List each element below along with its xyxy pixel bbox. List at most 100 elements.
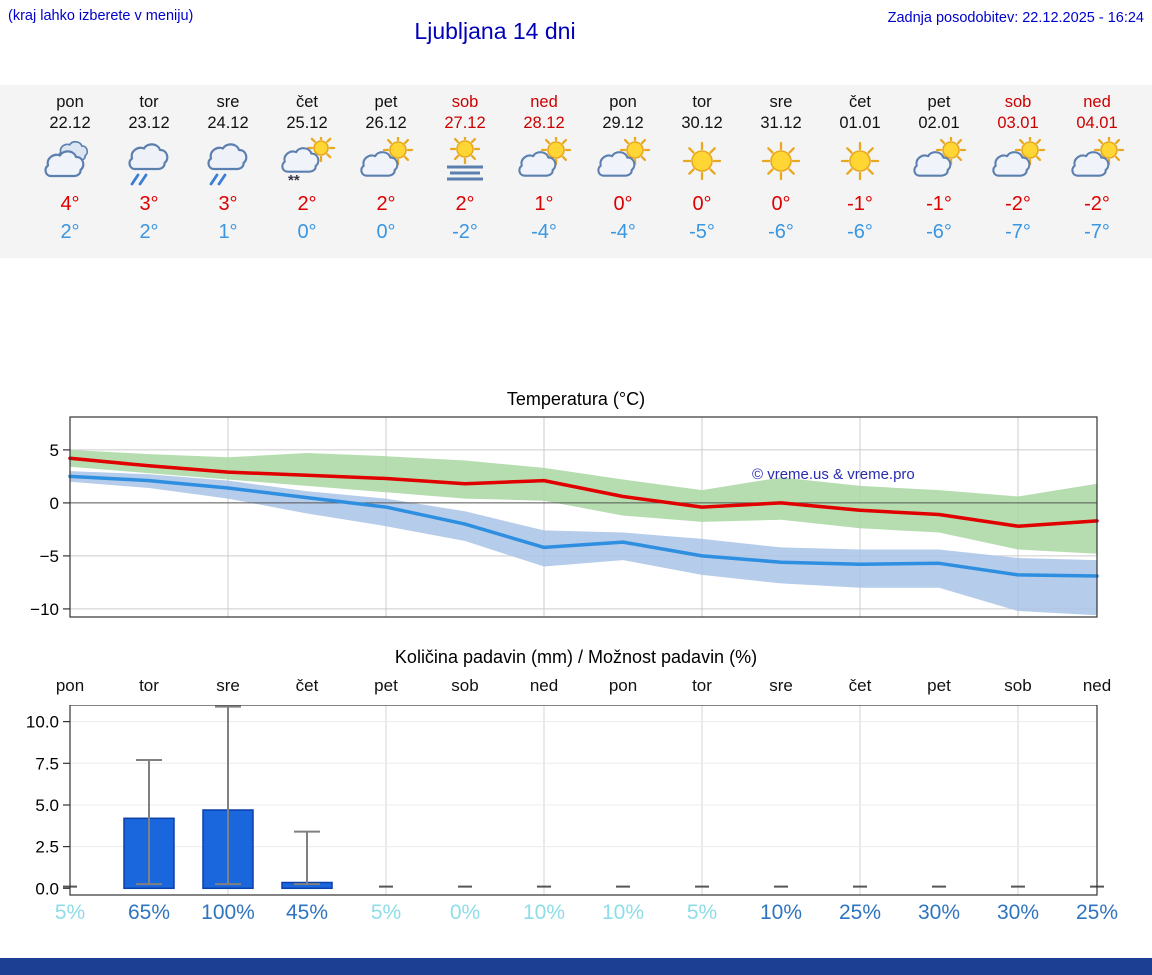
temp-max: 0° <box>692 193 712 215</box>
weather-icon-wrap <box>817 134 903 189</box>
day-name: tor <box>139 93 159 111</box>
page-title: Ljubljana 14 dni <box>414 18 576 44</box>
temp-max: 2° <box>455 193 475 215</box>
forecast-day: pet 02.01 -1° -6° <box>896 85 982 245</box>
temp-min: -6° <box>847 221 873 243</box>
temp-min: -4° <box>531 221 557 243</box>
svg-text:0.0: 0.0 <box>35 879 59 898</box>
day-date: 22.12 <box>49 114 91 132</box>
weather-icon-wrap <box>896 134 982 189</box>
temperature-chart-svg: 5 0 −5 −10 © vreme.us & vreme.pro <box>30 416 1099 619</box>
day-date: 29.12 <box>602 114 644 132</box>
sun-cloud-icon <box>913 134 967 177</box>
day-date: 03.01 <box>997 114 1039 132</box>
temp-max: 0° <box>771 193 791 215</box>
weather-icon-wrap <box>106 134 192 189</box>
svg-text:0: 0 <box>50 494 59 513</box>
temp-max: 3° <box>218 193 238 215</box>
forecast-day: pon 29.12 0° -4° <box>580 85 666 245</box>
cloudy-icon <box>44 140 89 178</box>
temp-max: 4° <box>60 193 80 215</box>
forecast-day: pet 26.12 2° 0° <box>343 85 429 245</box>
precip-probability: 45% <box>285 901 329 924</box>
precip-probability: 65% <box>127 901 171 924</box>
temp-max: 3° <box>139 193 159 215</box>
forecast-strip: pon 22.12 4° 2° tor 23.12 3° 2° sre 24.12 3° 1° čet 2… <box>0 85 1152 258</box>
weather-icon-wrap <box>27 134 113 189</box>
sun-fog-icon <box>447 133 483 181</box>
day-name: čet <box>848 93 871 111</box>
svg-text:**: ** <box>288 172 300 187</box>
precip-day-label: tor <box>692 676 712 695</box>
svg-text:5: 5 <box>50 441 59 460</box>
temp-max: 2° <box>376 193 396 215</box>
precip-probability: 5% <box>370 901 402 924</box>
temp-max: -2° <box>1084 193 1110 215</box>
forecast-day: sre 24.12 3° 1° <box>185 85 271 245</box>
temp-min: -7° <box>1084 221 1110 243</box>
sun-cloud-icon <box>518 134 572 177</box>
temp-min: 0° <box>376 221 396 243</box>
precip-day-label: sob <box>1004 676 1032 695</box>
forecast-day: sob 27.12 2° -2° <box>422 85 508 245</box>
precip-day-label: pet <box>374 676 398 695</box>
day-name: sre <box>216 93 240 111</box>
day-date: 25.12 <box>286 114 328 132</box>
precip-probability: 10% <box>601 901 645 924</box>
precip-day-label: tor <box>139 676 159 695</box>
day-name: ned <box>530 93 558 111</box>
day-name: sob <box>451 93 479 111</box>
temp-min: -6° <box>926 221 952 243</box>
precipitation-chart: 0.0 2.5 5.0 7.5 10.0 <box>0 704 1152 905</box>
precip-day-label: ned <box>529 676 559 695</box>
day-name: pet <box>927 93 951 111</box>
weather-icon-wrap <box>501 134 587 189</box>
temp-max: 2° <box>297 193 317 215</box>
temp-min: -6° <box>768 221 794 243</box>
precip-probability: 5% <box>54 901 86 924</box>
precip-day-label: čet <box>848 676 872 695</box>
day-date: 26.12 <box>365 114 407 132</box>
svg-text:2.5: 2.5 <box>35 838 59 857</box>
day-date: 28.12 <box>523 114 565 132</box>
svg-text:−10: −10 <box>30 600 59 619</box>
temp-min: -4° <box>610 221 636 243</box>
svg-text:−5: −5 <box>40 547 59 566</box>
weather-icon-wrap <box>1054 134 1140 189</box>
temp-min: -5° <box>689 221 715 243</box>
day-name: čet <box>295 93 318 111</box>
svg-text:5.0: 5.0 <box>35 796 59 815</box>
precip-day-label: čet <box>295 676 319 695</box>
footer-bar <box>0 958 1152 975</box>
precipitation-chart-svg: 0.0 2.5 5.0 7.5 10.0 <box>26 704 1104 898</box>
svg-text:7.5: 7.5 <box>35 754 59 773</box>
weather-icon-wrap: ** <box>264 133 350 189</box>
precip-day-label: sre <box>216 676 240 695</box>
svg-text:© vreme.us & vreme.pro: © vreme.us & vreme.pro <box>752 466 915 483</box>
precip-day-label: sob <box>451 676 479 695</box>
forecast-day: tor 30.12 0° -5° <box>659 85 745 245</box>
day-name: sre <box>769 93 793 111</box>
forecast-day: tor 23.12 3° 2° <box>106 85 192 245</box>
day-date: 30.12 <box>681 114 723 132</box>
day-date: 24.12 <box>207 114 249 132</box>
forecast-day: ned 28.12 1° -4° <box>501 85 587 245</box>
precip-probability: 0% <box>449 901 481 924</box>
temperature-chart: 5 0 −5 −10 © vreme.us & vreme.pro <box>0 375 1152 625</box>
temperature-chart-title: Temperatura (°C) <box>506 389 646 409</box>
weather-icon-wrap <box>659 134 745 189</box>
precip-day-label: sre <box>769 676 793 695</box>
sun-icon <box>840 141 880 181</box>
sun-cloud-icon <box>992 134 1046 177</box>
day-name: pet <box>374 93 398 111</box>
precip-probability: 5% <box>686 901 718 924</box>
precipitation-chart-title: Količina padavin (mm) / Možnost padavin … <box>394 647 758 667</box>
forecast-day: sob 03.01 -2° -7° <box>975 85 1061 245</box>
temp-min: 1° <box>218 221 238 243</box>
precip-probability: 10% <box>759 901 803 924</box>
precip-day-label: ned <box>1082 676 1112 695</box>
day-name: tor <box>692 93 712 111</box>
temp-min: -7° <box>1005 221 1031 243</box>
forecast-day: čet 25.12 ** 2° 0° <box>264 85 350 245</box>
